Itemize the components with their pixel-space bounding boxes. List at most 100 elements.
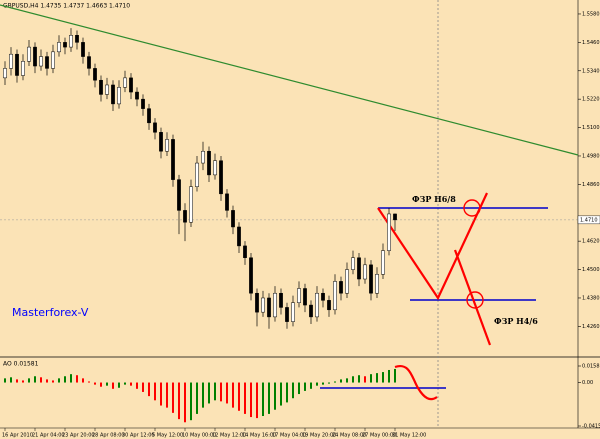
indicator-bar	[10, 377, 12, 383]
y-tick-label: 1.4860	[582, 182, 600, 188]
candle-body	[327, 300, 331, 311]
indicator-bar	[70, 374, 72, 383]
candle-body	[315, 292, 319, 318]
x-tick-label: 14 May 16:00	[242, 433, 276, 439]
candle-body	[57, 42, 61, 53]
indicator-bar	[292, 382, 294, 399]
candle-body	[51, 51, 55, 69]
indicator-bar	[82, 378, 84, 383]
x-tick-label: 21 Apr 04:00	[32, 433, 65, 439]
candle-body	[99, 79, 103, 95]
indicator-bar	[220, 382, 222, 402]
indicator-bar	[178, 382, 180, 420]
candle-body	[207, 150, 211, 176]
chart-title: GBPUSD,H4 1.4735 1.4737 1.4663 1.4710	[3, 3, 130, 10]
indicator-bar	[382, 372, 384, 383]
watermark: Masterforex-V	[12, 306, 89, 319]
candle-body	[339, 281, 343, 294]
candle-body	[21, 61, 25, 76]
indicator-bar	[244, 382, 246, 414]
indicator-bar	[124, 382, 126, 385]
candle-body	[117, 87, 121, 105]
candle-body	[75, 35, 79, 43]
candle-body	[267, 297, 271, 318]
candle-body	[297, 288, 301, 303]
indicator-bar	[250, 382, 252, 418]
candle-body	[195, 162, 199, 187]
indicator-bar	[46, 379, 48, 383]
indicator-bar	[370, 374, 372, 383]
indicator-bar	[106, 382, 108, 386]
candle-body	[231, 210, 235, 228]
candle-body	[369, 264, 373, 294]
x-tick-label: 17 May 04:00	[272, 433, 306, 439]
indicator-bar	[40, 377, 42, 383]
candle-body	[375, 274, 379, 294]
indicator-bar	[376, 373, 378, 383]
candle-body	[105, 84, 109, 95]
x-tick-label: 16 Apr 2010	[2, 433, 33, 439]
x-tick-label: 31 May 12:00	[392, 433, 426, 439]
trend-line	[0, 4, 579, 156]
indicator-bar	[340, 379, 342, 383]
indicator-bar	[316, 382, 318, 386]
indicator-bar	[256, 382, 258, 419]
indicator-bar	[136, 382, 138, 389]
indicator-bar	[130, 382, 132, 386]
indicator-bar	[4, 378, 6, 383]
indicator-bar	[196, 382, 198, 414]
indicator-bar	[166, 382, 168, 408]
candle-body	[183, 210, 187, 223]
candle-body	[201, 150, 205, 164]
candle-body	[87, 56, 91, 69]
candle-body	[141, 98, 145, 109]
indicator-bar	[52, 380, 54, 383]
x-tick-label: 30 Apr 12:00	[122, 433, 155, 439]
y-tick-label: 1.5340	[582, 68, 600, 74]
candle-body	[27, 46, 31, 62]
indicator-bar	[88, 381, 90, 383]
indicator-bar	[112, 382, 114, 389]
last-price-label: 1.4710	[580, 217, 598, 223]
candle-body	[33, 46, 37, 67]
indicator-bar	[262, 382, 264, 417]
target-circle	[466, 291, 484, 309]
y-tick-label: 1.5460	[582, 40, 600, 46]
indicator-bar	[304, 382, 306, 391]
candle-body	[273, 292, 277, 318]
target-circle	[463, 199, 481, 217]
candle-body	[45, 56, 49, 69]
candle-body	[291, 302, 295, 322]
pattern-line	[453, 249, 492, 346]
indicator-bar	[118, 382, 120, 388]
candle-body	[81, 42, 85, 57]
candle-body	[3, 68, 7, 79]
candle-body	[333, 281, 337, 311]
y-tick-label: 1.4980	[582, 153, 600, 159]
candle-body	[225, 193, 229, 211]
indicator-bar	[214, 382, 216, 401]
candle-body	[177, 179, 181, 211]
y-tick-label: 1.5220	[582, 97, 600, 103]
indicator-bar	[394, 368, 396, 383]
candle-body	[237, 226, 241, 247]
indicator-bar	[172, 382, 174, 413]
indicator-bar	[22, 380, 24, 383]
indicator-bar	[358, 375, 360, 383]
candle-body	[123, 77, 127, 88]
candle-body	[147, 108, 151, 124]
indicator-bar	[94, 382, 96, 385]
x-tick-label: 23 Apr 20:00	[62, 433, 95, 439]
candle-body	[249, 257, 253, 294]
candle-body	[321, 292, 325, 301]
indicator-bar	[268, 382, 270, 414]
candle-body	[309, 304, 313, 318]
candle-body	[381, 250, 385, 275]
indicator-bar	[28, 378, 30, 383]
candle-body	[9, 53, 13, 69]
candle-body	[363, 264, 367, 280]
indicator-bar	[286, 382, 288, 403]
x-tick-label: 19 May 20:00	[302, 433, 336, 439]
level-label: ФЗР Н4/6	[494, 316, 538, 326]
